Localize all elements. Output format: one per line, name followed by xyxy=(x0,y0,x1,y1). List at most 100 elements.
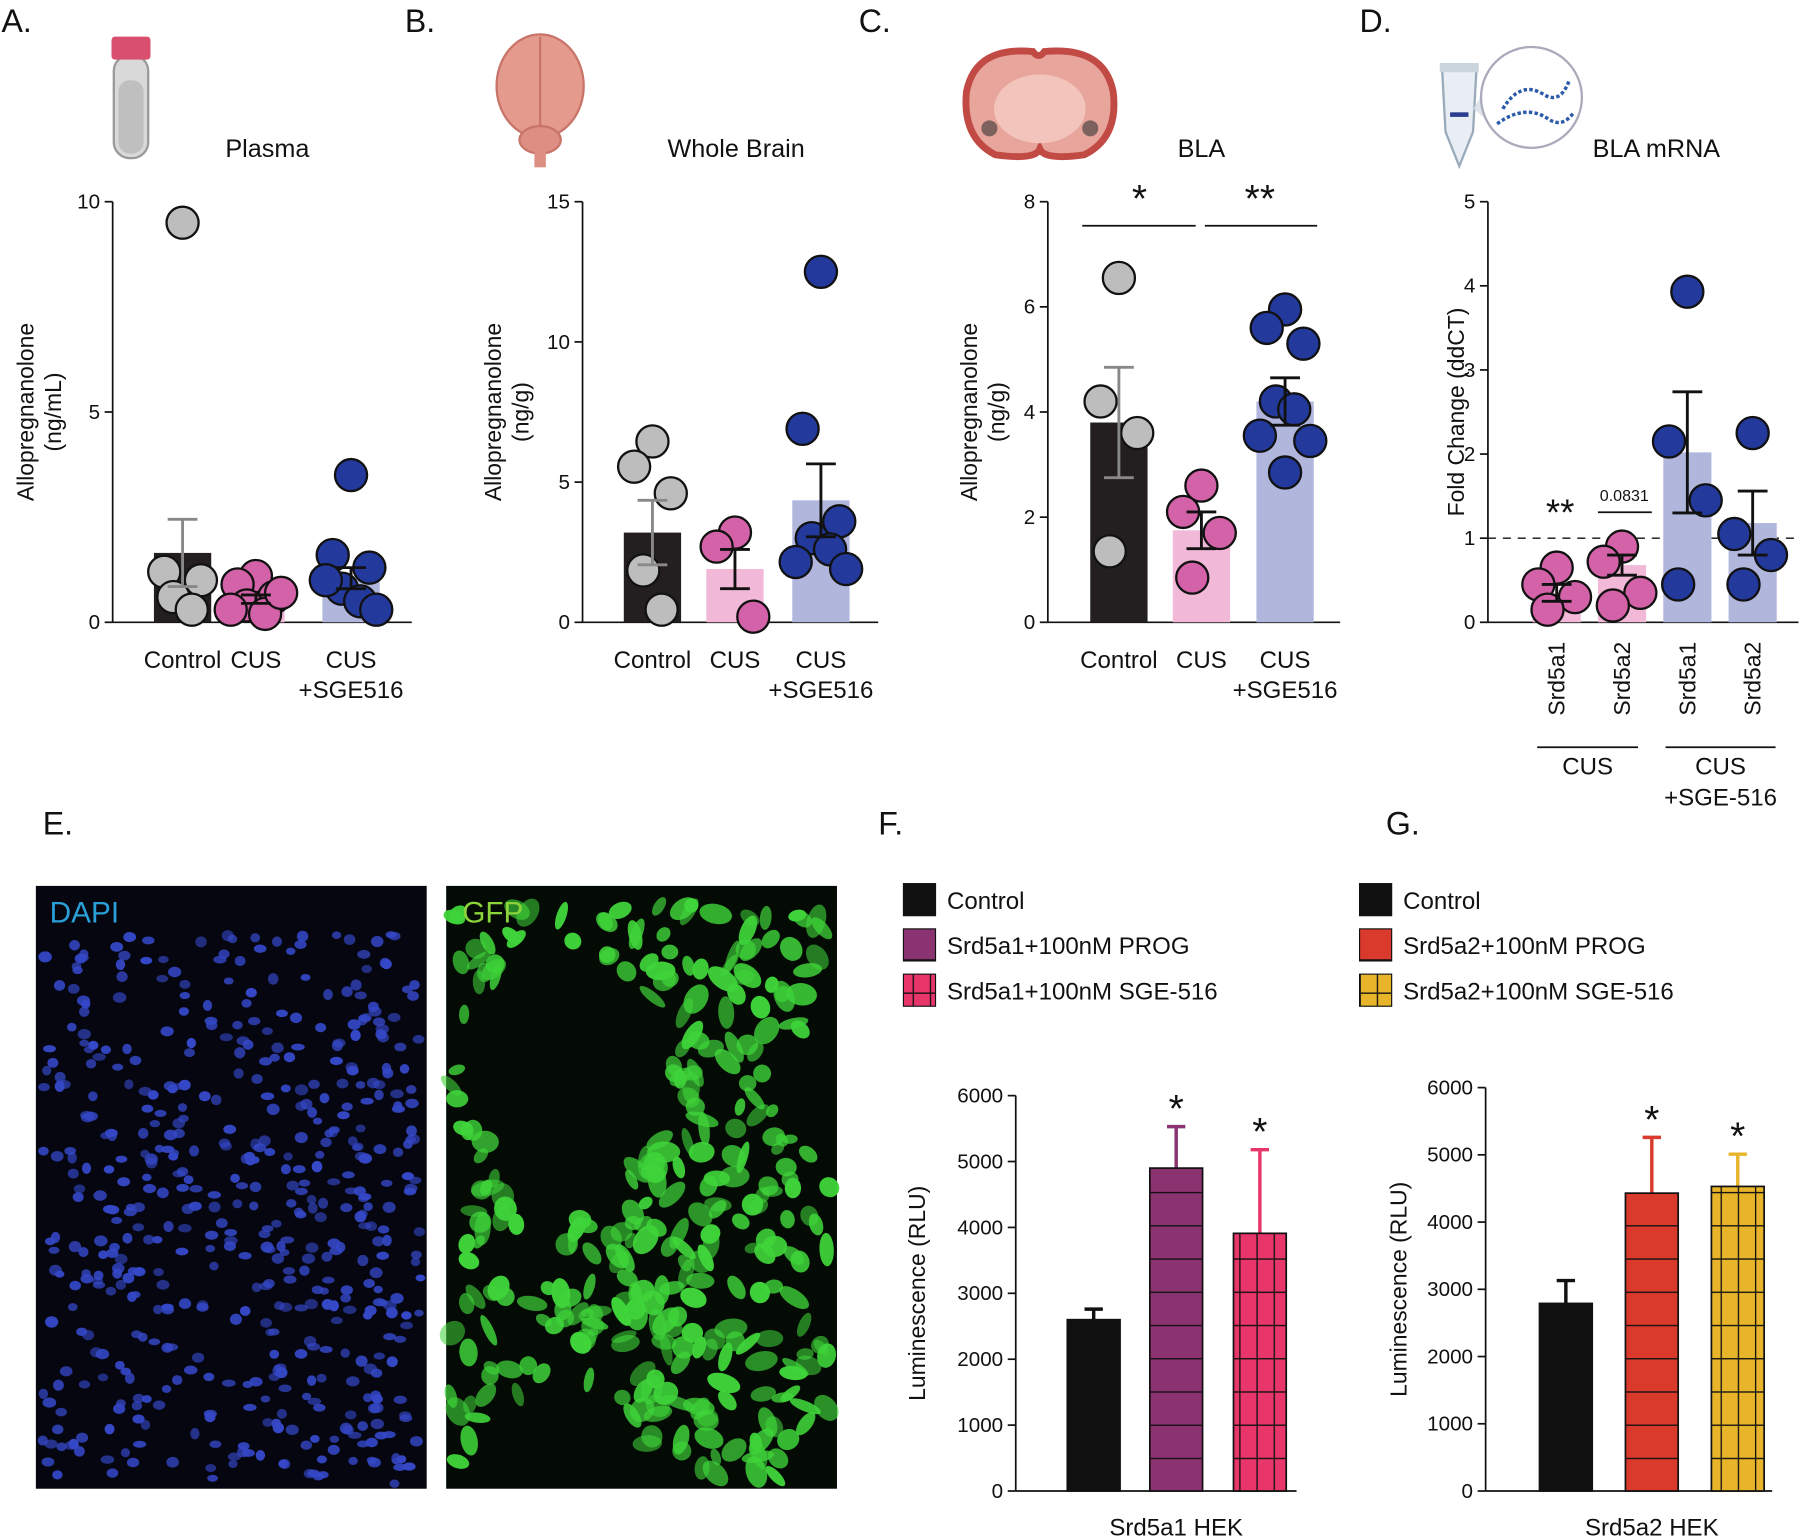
error-bar xyxy=(167,517,198,588)
data-point xyxy=(1293,423,1328,459)
data-point xyxy=(1120,415,1155,451)
cell xyxy=(179,991,191,1000)
cell xyxy=(183,1175,194,1184)
cell xyxy=(52,1470,63,1480)
cell xyxy=(448,1064,466,1076)
cell xyxy=(697,1244,714,1272)
cell xyxy=(253,944,267,953)
cell xyxy=(720,954,739,977)
cell xyxy=(215,1218,228,1229)
cell xyxy=(780,936,803,961)
x-tick-label: Srd5a1 xyxy=(1544,642,1570,716)
y-axis-label: Allopregnanolone xyxy=(956,323,982,501)
cell xyxy=(340,1285,353,1295)
cell xyxy=(404,1135,417,1144)
cell xyxy=(122,1232,133,1244)
cell xyxy=(340,1293,352,1303)
cell xyxy=(67,1022,77,1032)
cell xyxy=(276,1240,286,1252)
y-tick-label: 0 xyxy=(89,611,100,634)
cell xyxy=(780,1385,801,1403)
cell xyxy=(172,1128,185,1139)
y-tick-label: 5000 xyxy=(1427,1144,1473,1167)
cell xyxy=(289,1012,303,1024)
data-point xyxy=(1286,326,1321,361)
y-axis-label: Allopregnanolone xyxy=(480,323,506,501)
cell xyxy=(357,1209,368,1219)
error-bar xyxy=(1103,365,1134,480)
error-bar xyxy=(1541,583,1572,603)
cell xyxy=(391,1105,406,1113)
cell xyxy=(782,1358,809,1377)
legend-swatch xyxy=(902,928,937,962)
cell xyxy=(727,983,746,1005)
cell xyxy=(137,1332,148,1342)
cell xyxy=(459,1338,478,1367)
x-tick-label: CUS xyxy=(231,647,282,674)
cell xyxy=(322,1276,335,1284)
bar xyxy=(1232,1232,1288,1492)
cell xyxy=(383,1333,397,1341)
cell xyxy=(692,958,709,980)
cell xyxy=(124,1079,134,1090)
cell xyxy=(355,1124,366,1133)
cell xyxy=(283,1152,293,1161)
chart-title: Whole Brain xyxy=(667,135,804,163)
cell xyxy=(131,1401,143,1411)
cell xyxy=(369,1267,383,1279)
cell xyxy=(796,1312,812,1337)
cell xyxy=(269,1349,280,1359)
data-point xyxy=(1726,567,1761,602)
cell xyxy=(694,1427,724,1449)
cell xyxy=(230,1173,240,1183)
data-point xyxy=(1202,515,1237,551)
cell xyxy=(731,1213,750,1230)
cell xyxy=(458,1233,476,1254)
cell xyxy=(745,1351,778,1372)
y-tick-label: 0 xyxy=(558,611,569,634)
cell xyxy=(264,1148,276,1157)
cell xyxy=(774,985,791,1003)
cell xyxy=(354,991,367,1000)
cell xyxy=(714,1318,748,1339)
cell xyxy=(600,1225,622,1250)
cell xyxy=(698,1111,710,1146)
cell xyxy=(106,1468,119,1478)
cell xyxy=(718,1390,737,1411)
icon-brain-slice xyxy=(962,47,1118,161)
cell xyxy=(184,1048,195,1058)
cell xyxy=(321,1299,334,1310)
cell xyxy=(241,998,252,1008)
cell xyxy=(132,1202,145,1213)
cell xyxy=(358,1195,370,1203)
cell xyxy=(138,1086,152,1096)
cell xyxy=(394,1335,407,1343)
cell xyxy=(316,1455,327,1464)
cell xyxy=(363,1202,373,1212)
cell xyxy=(798,1145,818,1163)
data-point xyxy=(699,529,734,564)
cell xyxy=(452,950,470,975)
cell xyxy=(245,987,257,998)
bar xyxy=(1538,1302,1594,1492)
cell xyxy=(279,1248,290,1257)
cell xyxy=(143,1234,155,1245)
cell xyxy=(494,1196,517,1221)
cell xyxy=(112,992,127,1003)
cell xyxy=(699,903,733,925)
group-label: CUS xyxy=(1695,754,1746,781)
cell xyxy=(637,1145,654,1179)
cell xyxy=(703,1170,731,1187)
cell xyxy=(374,1089,384,1101)
cell xyxy=(308,1079,320,1089)
icon-brain xyxy=(495,33,585,168)
cell xyxy=(735,1332,761,1355)
cell xyxy=(280,1164,291,1175)
cell xyxy=(682,955,695,976)
y-tick-label: 1000 xyxy=(957,1414,1003,1437)
cell xyxy=(789,1398,821,1415)
cell xyxy=(718,1342,733,1372)
cell xyxy=(480,1314,498,1346)
cell xyxy=(130,1291,141,1299)
